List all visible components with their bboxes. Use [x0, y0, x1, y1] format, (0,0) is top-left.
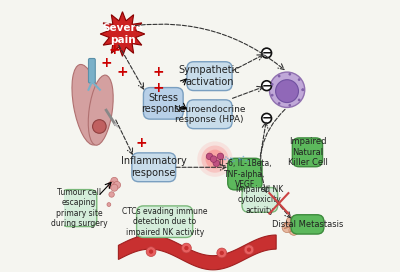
Circle shape — [240, 159, 242, 160]
Circle shape — [288, 73, 291, 76]
Circle shape — [238, 158, 240, 160]
Circle shape — [230, 157, 232, 159]
Circle shape — [213, 160, 220, 166]
Circle shape — [109, 192, 114, 197]
FancyBboxPatch shape — [187, 62, 232, 91]
Circle shape — [111, 184, 118, 191]
Text: Impaired NK
cytoloxicity
activity: Impaired NK cytoloxicity activity — [236, 185, 284, 215]
Text: +: + — [152, 81, 164, 95]
Text: +: + — [136, 136, 147, 150]
Circle shape — [201, 146, 228, 173]
Text: Impaired
Natural
Killer Cell: Impaired Natural Killer Cell — [288, 137, 327, 167]
Polygon shape — [100, 12, 145, 56]
Text: Stress
response: Stress response — [141, 92, 186, 114]
Circle shape — [227, 157, 229, 159]
Circle shape — [286, 217, 296, 227]
Text: +: + — [108, 43, 120, 57]
Circle shape — [146, 247, 156, 256]
Circle shape — [184, 246, 188, 250]
Text: CTCs evading immune
detection due to
impaired NK activity: CTCs evading immune detection due to imp… — [122, 207, 207, 237]
Text: +: + — [117, 65, 128, 79]
Circle shape — [238, 158, 240, 159]
Circle shape — [238, 160, 240, 162]
Circle shape — [149, 249, 153, 254]
Circle shape — [271, 94, 274, 97]
Text: +: + — [100, 55, 112, 70]
Circle shape — [247, 248, 251, 252]
FancyBboxPatch shape — [137, 206, 193, 237]
Circle shape — [278, 75, 280, 78]
Circle shape — [223, 159, 225, 160]
Circle shape — [282, 223, 292, 233]
Circle shape — [217, 248, 227, 258]
Circle shape — [262, 113, 272, 123]
Circle shape — [206, 150, 224, 169]
Circle shape — [107, 203, 111, 206]
Circle shape — [302, 88, 304, 91]
Circle shape — [233, 160, 235, 162]
Circle shape — [271, 83, 274, 86]
Polygon shape — [118, 235, 276, 270]
Circle shape — [276, 80, 298, 103]
Circle shape — [210, 156, 217, 162]
Ellipse shape — [88, 75, 113, 145]
Circle shape — [182, 243, 191, 253]
Circle shape — [229, 159, 230, 161]
Circle shape — [288, 104, 291, 107]
Circle shape — [269, 72, 305, 107]
Text: Inflammatory
response: Inflammatory response — [121, 156, 187, 178]
Circle shape — [225, 159, 226, 160]
Text: Tumour cell
escaping
primary site
during surgery: Tumour cell escaping primary site during… — [51, 188, 107, 228]
Circle shape — [262, 48, 272, 58]
Circle shape — [220, 251, 224, 255]
FancyBboxPatch shape — [61, 190, 97, 227]
Circle shape — [292, 221, 302, 231]
Text: +: + — [152, 65, 164, 79]
Text: Distal Metastasis: Distal Metastasis — [272, 220, 343, 229]
Circle shape — [248, 160, 250, 162]
Circle shape — [228, 159, 230, 160]
Circle shape — [289, 225, 299, 235]
Text: IL-6, IL-1Beta,
TNF-alpha,
VEGF: IL-6, IL-1Beta, TNF-alpha, VEGF — [218, 159, 271, 189]
Circle shape — [232, 161, 233, 163]
FancyBboxPatch shape — [291, 215, 324, 234]
FancyBboxPatch shape — [242, 188, 278, 212]
Circle shape — [232, 158, 233, 159]
Circle shape — [298, 98, 300, 101]
Circle shape — [206, 153, 213, 160]
Circle shape — [302, 88, 304, 91]
Ellipse shape — [72, 64, 102, 145]
Text: −: − — [261, 79, 272, 92]
Text: Neuroendocrine
response (HPA): Neuroendocrine response (HPA) — [173, 104, 246, 124]
FancyBboxPatch shape — [187, 100, 232, 129]
FancyBboxPatch shape — [228, 158, 262, 190]
Circle shape — [245, 160, 247, 161]
Text: Severe
pain: Severe pain — [102, 23, 143, 45]
Circle shape — [244, 245, 254, 255]
Text: −: − — [261, 112, 272, 125]
Circle shape — [197, 141, 233, 177]
Circle shape — [114, 181, 120, 188]
FancyBboxPatch shape — [292, 138, 322, 167]
Circle shape — [242, 156, 244, 157]
Text: −: − — [261, 47, 272, 60]
Circle shape — [111, 177, 118, 184]
Circle shape — [225, 156, 227, 158]
FancyBboxPatch shape — [132, 153, 176, 182]
Circle shape — [92, 120, 106, 133]
Circle shape — [108, 181, 115, 188]
FancyBboxPatch shape — [144, 88, 183, 119]
Circle shape — [278, 102, 280, 105]
Circle shape — [298, 78, 300, 81]
Circle shape — [241, 159, 243, 160]
Text: Sympathetic
activation: Sympathetic activation — [179, 65, 240, 87]
Circle shape — [262, 81, 272, 91]
FancyBboxPatch shape — [88, 58, 95, 83]
Circle shape — [217, 153, 224, 160]
